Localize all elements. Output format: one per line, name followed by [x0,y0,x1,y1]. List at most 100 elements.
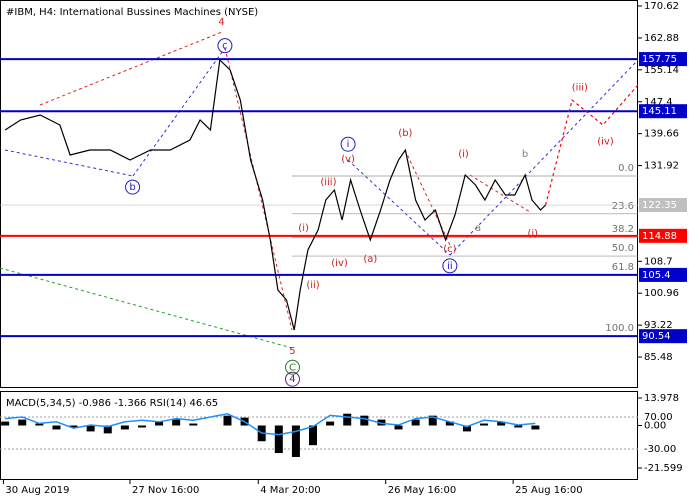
fib-label: 38.2 [612,224,634,235]
wave-line [39,31,223,106]
wave-lines [0,31,639,349]
price-line [4,58,547,331]
macd-bar [445,421,454,426]
level-tag [639,198,687,213]
macd-title: MACD(5,34,5) -0.986 -1.366 RSI(14) 46.65 [6,398,218,409]
wave-circle [125,179,141,195]
macd-tick-label: 13.978 [644,393,679,404]
macd-bar [462,425,471,432]
y-tick-label: 100.96 [644,288,679,299]
macd-bar [69,425,78,428]
fib-label: 23.6 [612,201,634,212]
wave-label: (i) [458,149,469,160]
chart-title: #IBM, H4: International Bussines Machine… [6,7,258,18]
y-tick-label: 162.88 [644,33,679,44]
macd-bar [172,419,181,426]
fib-label: 50.0 [612,243,634,254]
y-tick-label: 93.22 [644,320,673,331]
x-tick-label: 27 Nov 16:00 [132,485,199,496]
level-label: 157.75 [642,54,677,65]
wave-label: (iii) [572,82,588,93]
wave-label: (iii) [320,177,336,188]
macd-bar [428,415,437,426]
main-frame [0,0,638,388]
y-tick-label: 131.92 [644,161,679,172]
y-tick-label: 170.62 [644,1,679,12]
macd-bar [155,421,164,426]
wave-label: (iv) [331,258,348,269]
wave-label: a [475,223,481,234]
wave-circle [284,359,300,375]
fib-label: 100.0 [605,323,634,334]
macd-bar [86,425,95,432]
level-tag [639,104,687,119]
wave-circle [340,136,356,152]
macd-bar [18,419,27,426]
wave-label: C [289,362,296,373]
wave-label: (a) [363,254,377,265]
macd-bar [1,421,10,426]
x-tick-label: 26 May 16:00 [388,485,457,496]
wave-label: (i) [298,223,309,234]
level-label: 114.88 [642,231,677,242]
wave-line [347,159,451,256]
wave-label: 4 [218,17,224,28]
macd-bar [343,413,352,426]
macd-bar [103,425,112,434]
wave-label: c [222,41,228,52]
macd-bar [291,425,300,457]
wave-label: (ii) [306,280,319,291]
fib-label: 61.8 [612,262,634,273]
wave-label: ii [447,261,453,272]
macd-bar [531,425,540,430]
macd-bar [274,425,283,454]
wave-label: i [347,139,350,150]
y-tick-label: 155.14 [644,65,679,76]
wave-label: (v) [341,154,355,165]
level-label: 145.11 [642,106,677,117]
macd-bar [497,421,506,426]
macd-bar [52,425,61,430]
level-tag [639,228,687,243]
macd-bar [309,425,318,446]
macd-bar [120,425,129,430]
macd-bar [480,423,489,426]
forecast-line [545,84,639,206]
wave-label: 5 [289,346,295,357]
level-label: 122.35 [642,200,677,211]
wave-label: (i) [528,228,539,239]
wave-circle [217,38,233,54]
wave-label: 4 [289,374,295,385]
macd-bar [35,423,44,426]
rsi-tick-label: -30.00 [644,444,676,455]
macd-bar [326,421,335,426]
wave-line [4,149,134,177]
y-tick-label: 147.4 [644,97,673,108]
y-tick-label: 139.66 [644,129,679,140]
wave-line [224,47,293,331]
level-tag [639,329,687,344]
macd-bar [360,415,369,426]
macd-bar [189,423,198,426]
wave-label: (iv) [597,136,614,147]
macd-bar [411,419,420,426]
macd-tick-label: 0.00 [644,421,666,432]
level-label: 90.54 [642,331,671,342]
x-tick-label: 4 Mar 20:00 [260,485,320,496]
fib-label: 0.0 [618,163,634,174]
wave-circle [284,371,300,387]
rsi-line [5,413,536,436]
level-label: 105.4 [642,270,671,281]
wave-label: (c) [443,244,456,255]
level-tag [639,52,687,67]
macd-frame [0,391,638,480]
rsi-tick-label: 70.00 [644,412,673,423]
wave-label: (b) [398,128,412,139]
macd-bar [377,419,386,426]
level-tag [639,267,687,282]
wave-circle [442,258,458,274]
y-tick-label: 85.48 [644,352,673,363]
wave-label: b [522,149,528,160]
wave-label: b [129,182,135,193]
